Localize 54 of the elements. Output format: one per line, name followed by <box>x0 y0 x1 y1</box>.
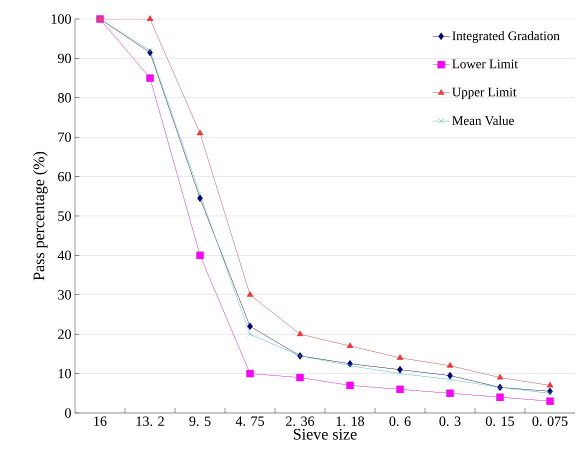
legend-label: Lower Limit <box>452 60 518 68</box>
y-tick-label: 80 <box>58 93 71 103</box>
x-tick-label: 0. 3 <box>439 416 461 426</box>
point <box>447 372 453 380</box>
x-tick-label: 9. 5 <box>189 416 211 426</box>
point <box>346 382 354 390</box>
y-tick-label: 0 <box>65 408 71 418</box>
y-tick-label: 30 <box>58 290 71 300</box>
point <box>346 342 354 348</box>
y-tick-label: 40 <box>58 250 71 260</box>
x-tick-label: 4. 75 <box>236 416 264 426</box>
legend-label: Mean Value <box>452 116 514 126</box>
point <box>396 386 404 394</box>
point <box>446 362 454 368</box>
point <box>246 291 254 297</box>
y-tick-label: 20 <box>58 329 71 339</box>
point <box>496 374 504 380</box>
y-tick-label: 100 <box>52 14 71 24</box>
x-tick-label: 0. 075 <box>532 416 568 426</box>
point <box>197 194 203 202</box>
point <box>397 366 403 374</box>
point <box>296 330 304 336</box>
point <box>397 370 403 376</box>
point <box>496 394 504 401</box>
x-tick-label: 2. 36 <box>286 416 314 426</box>
point <box>546 397 554 405</box>
point <box>197 192 203 197</box>
point <box>396 354 404 360</box>
point <box>296 374 304 382</box>
x-tick-label: 0. 6 <box>389 416 411 426</box>
legend-label: Integrated Gradation <box>452 31 560 43</box>
point <box>146 15 154 21</box>
x-tick-label: 1. 18 <box>336 416 364 426</box>
point <box>347 363 353 368</box>
y-tick-label: 10 <box>58 368 71 378</box>
y-axis-title: Pass percentage (%) <box>33 152 48 280</box>
point <box>547 390 553 396</box>
y-tick-label: 70 <box>58 132 71 142</box>
x-tick-label: 16 <box>94 416 107 426</box>
legend-label: Upper Limit <box>452 88 516 100</box>
point <box>247 332 253 337</box>
point <box>546 382 554 388</box>
x-tick-label: 13. 2 <box>136 416 164 426</box>
y-tick-label: 90 <box>58 54 71 64</box>
x-axis-title: Sieve size <box>294 428 357 440</box>
x-tick-label: 0. 15 <box>486 416 514 426</box>
point <box>196 252 204 260</box>
y-tick-label: 50 <box>58 211 71 221</box>
point <box>246 370 254 378</box>
y-tick-label: 60 <box>58 172 71 182</box>
point <box>446 390 454 397</box>
point <box>146 74 154 82</box>
point <box>247 322 253 330</box>
point <box>196 130 204 136</box>
